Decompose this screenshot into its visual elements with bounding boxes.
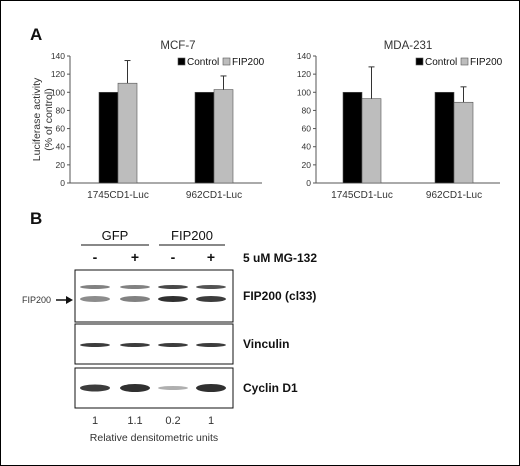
y-tick-label: 140 bbox=[51, 51, 65, 61]
arrow-head-icon bbox=[66, 296, 73, 304]
bar-fip200 bbox=[453, 101, 474, 184]
blot-box bbox=[74, 269, 234, 323]
x-category-label: 962CD1-Luc bbox=[186, 190, 242, 201]
bar-control bbox=[434, 91, 455, 184]
x-category-label: 1745CD1-Luc bbox=[87, 190, 149, 201]
chart-title: MCF-7 bbox=[160, 40, 195, 52]
bar-control bbox=[342, 91, 363, 184]
treatment-sign: - bbox=[93, 249, 98, 265]
fip200-arrow-label: FIP200 bbox=[22, 295, 51, 305]
blot-label: Cyclin D1 bbox=[243, 381, 298, 395]
panel-b-letter: B bbox=[30, 209, 42, 228]
legend-label: Control bbox=[187, 57, 219, 68]
y-axis-label: Luciferase activity(% of control) bbox=[31, 77, 55, 161]
chart-mcf7: MCF-7 0 20 40 60 80 100 120 140 Luciferase activi… bbox=[31, 40, 265, 201]
bar-control bbox=[98, 91, 119, 184]
densitometry-value: 0.2 bbox=[165, 415, 180, 427]
legend-swatch bbox=[177, 57, 186, 66]
blot-band bbox=[120, 343, 150, 347]
y-tick-label: 20 bbox=[56, 160, 66, 170]
blot-band bbox=[196, 343, 226, 347]
y-tick-label: 60 bbox=[56, 124, 66, 134]
bar-fip200 bbox=[361, 98, 382, 184]
densitometry-label: Relative densitometric units bbox=[90, 432, 218, 444]
blot-band bbox=[120, 285, 150, 289]
y-tick-label: 20 bbox=[302, 160, 312, 170]
y-tick-label: 60 bbox=[302, 124, 312, 134]
blot-band bbox=[158, 386, 188, 390]
blot-band bbox=[120, 384, 150, 392]
y-tick-label: 0 bbox=[306, 178, 311, 188]
treatment-sign: + bbox=[131, 249, 139, 265]
y-tick-label: 120 bbox=[297, 69, 311, 79]
y-axis-label-line: (% of control) bbox=[43, 88, 55, 150]
y-tick-label: 100 bbox=[297, 87, 311, 97]
blot-band bbox=[80, 343, 110, 347]
y-tick-label: 120 bbox=[51, 69, 65, 79]
treatment-sign: - bbox=[171, 249, 176, 265]
chart-mda231: MDA-231 0 20 40 60 80 100 120 140 1745CD1-Luc 962C… bbox=[297, 40, 503, 201]
y-tick-label: 80 bbox=[302, 105, 312, 115]
y-axis-label-line: Luciferase activity bbox=[31, 77, 43, 161]
x-category-label: 1745CD1-Luc bbox=[331, 190, 393, 201]
blot-band bbox=[196, 296, 226, 302]
western-blot-panel: GFP FIP200 - + - +5 uM MG-132 FIP200 (cl33) Vin… bbox=[22, 228, 317, 444]
treatment-label: 5 uM MG-132 bbox=[243, 251, 317, 265]
legend-label: Control bbox=[425, 57, 457, 68]
legend-swatch bbox=[460, 57, 469, 66]
blot-label: FIP200 (cl33) bbox=[243, 289, 316, 303]
y-tick-label: 140 bbox=[297, 51, 311, 61]
blot-band bbox=[158, 343, 188, 347]
blot-band bbox=[196, 285, 226, 289]
densitometry-value: 1 bbox=[208, 415, 214, 427]
blot-band bbox=[80, 285, 110, 289]
blot-band bbox=[158, 285, 188, 289]
bar-fip200 bbox=[117, 82, 138, 184]
bar-control bbox=[194, 91, 215, 184]
y-tick-label: 80 bbox=[56, 105, 66, 115]
y-tick-label: 0 bbox=[60, 178, 65, 188]
legend-label: FIP200 bbox=[470, 57, 503, 68]
blot-group-label: FIP200 bbox=[171, 228, 213, 243]
x-category-label: 962CD1-Luc bbox=[426, 190, 482, 201]
blot-band bbox=[80, 296, 110, 302]
chart-title: MDA-231 bbox=[384, 40, 433, 52]
legend-swatch bbox=[415, 57, 424, 66]
legend-label: FIP200 bbox=[232, 57, 265, 68]
legend-swatch bbox=[222, 57, 231, 66]
y-tick-label: 40 bbox=[302, 142, 312, 152]
y-tick-label: 100 bbox=[51, 87, 65, 97]
y-tick-label: 40 bbox=[56, 142, 66, 152]
blot-group-label: GFP bbox=[102, 228, 129, 243]
densitometry-value: 1 bbox=[92, 415, 98, 427]
blot-band bbox=[80, 384, 110, 392]
blot-band bbox=[196, 384, 226, 392]
treatment-sign: + bbox=[207, 249, 215, 265]
blot-label: Vinculin bbox=[243, 337, 289, 351]
blot-band bbox=[120, 296, 150, 302]
bar-fip200 bbox=[213, 89, 234, 184]
blot-band bbox=[158, 296, 188, 302]
panel-a-letter: A bbox=[30, 25, 42, 44]
densitometry-value: 1.1 bbox=[127, 415, 142, 427]
